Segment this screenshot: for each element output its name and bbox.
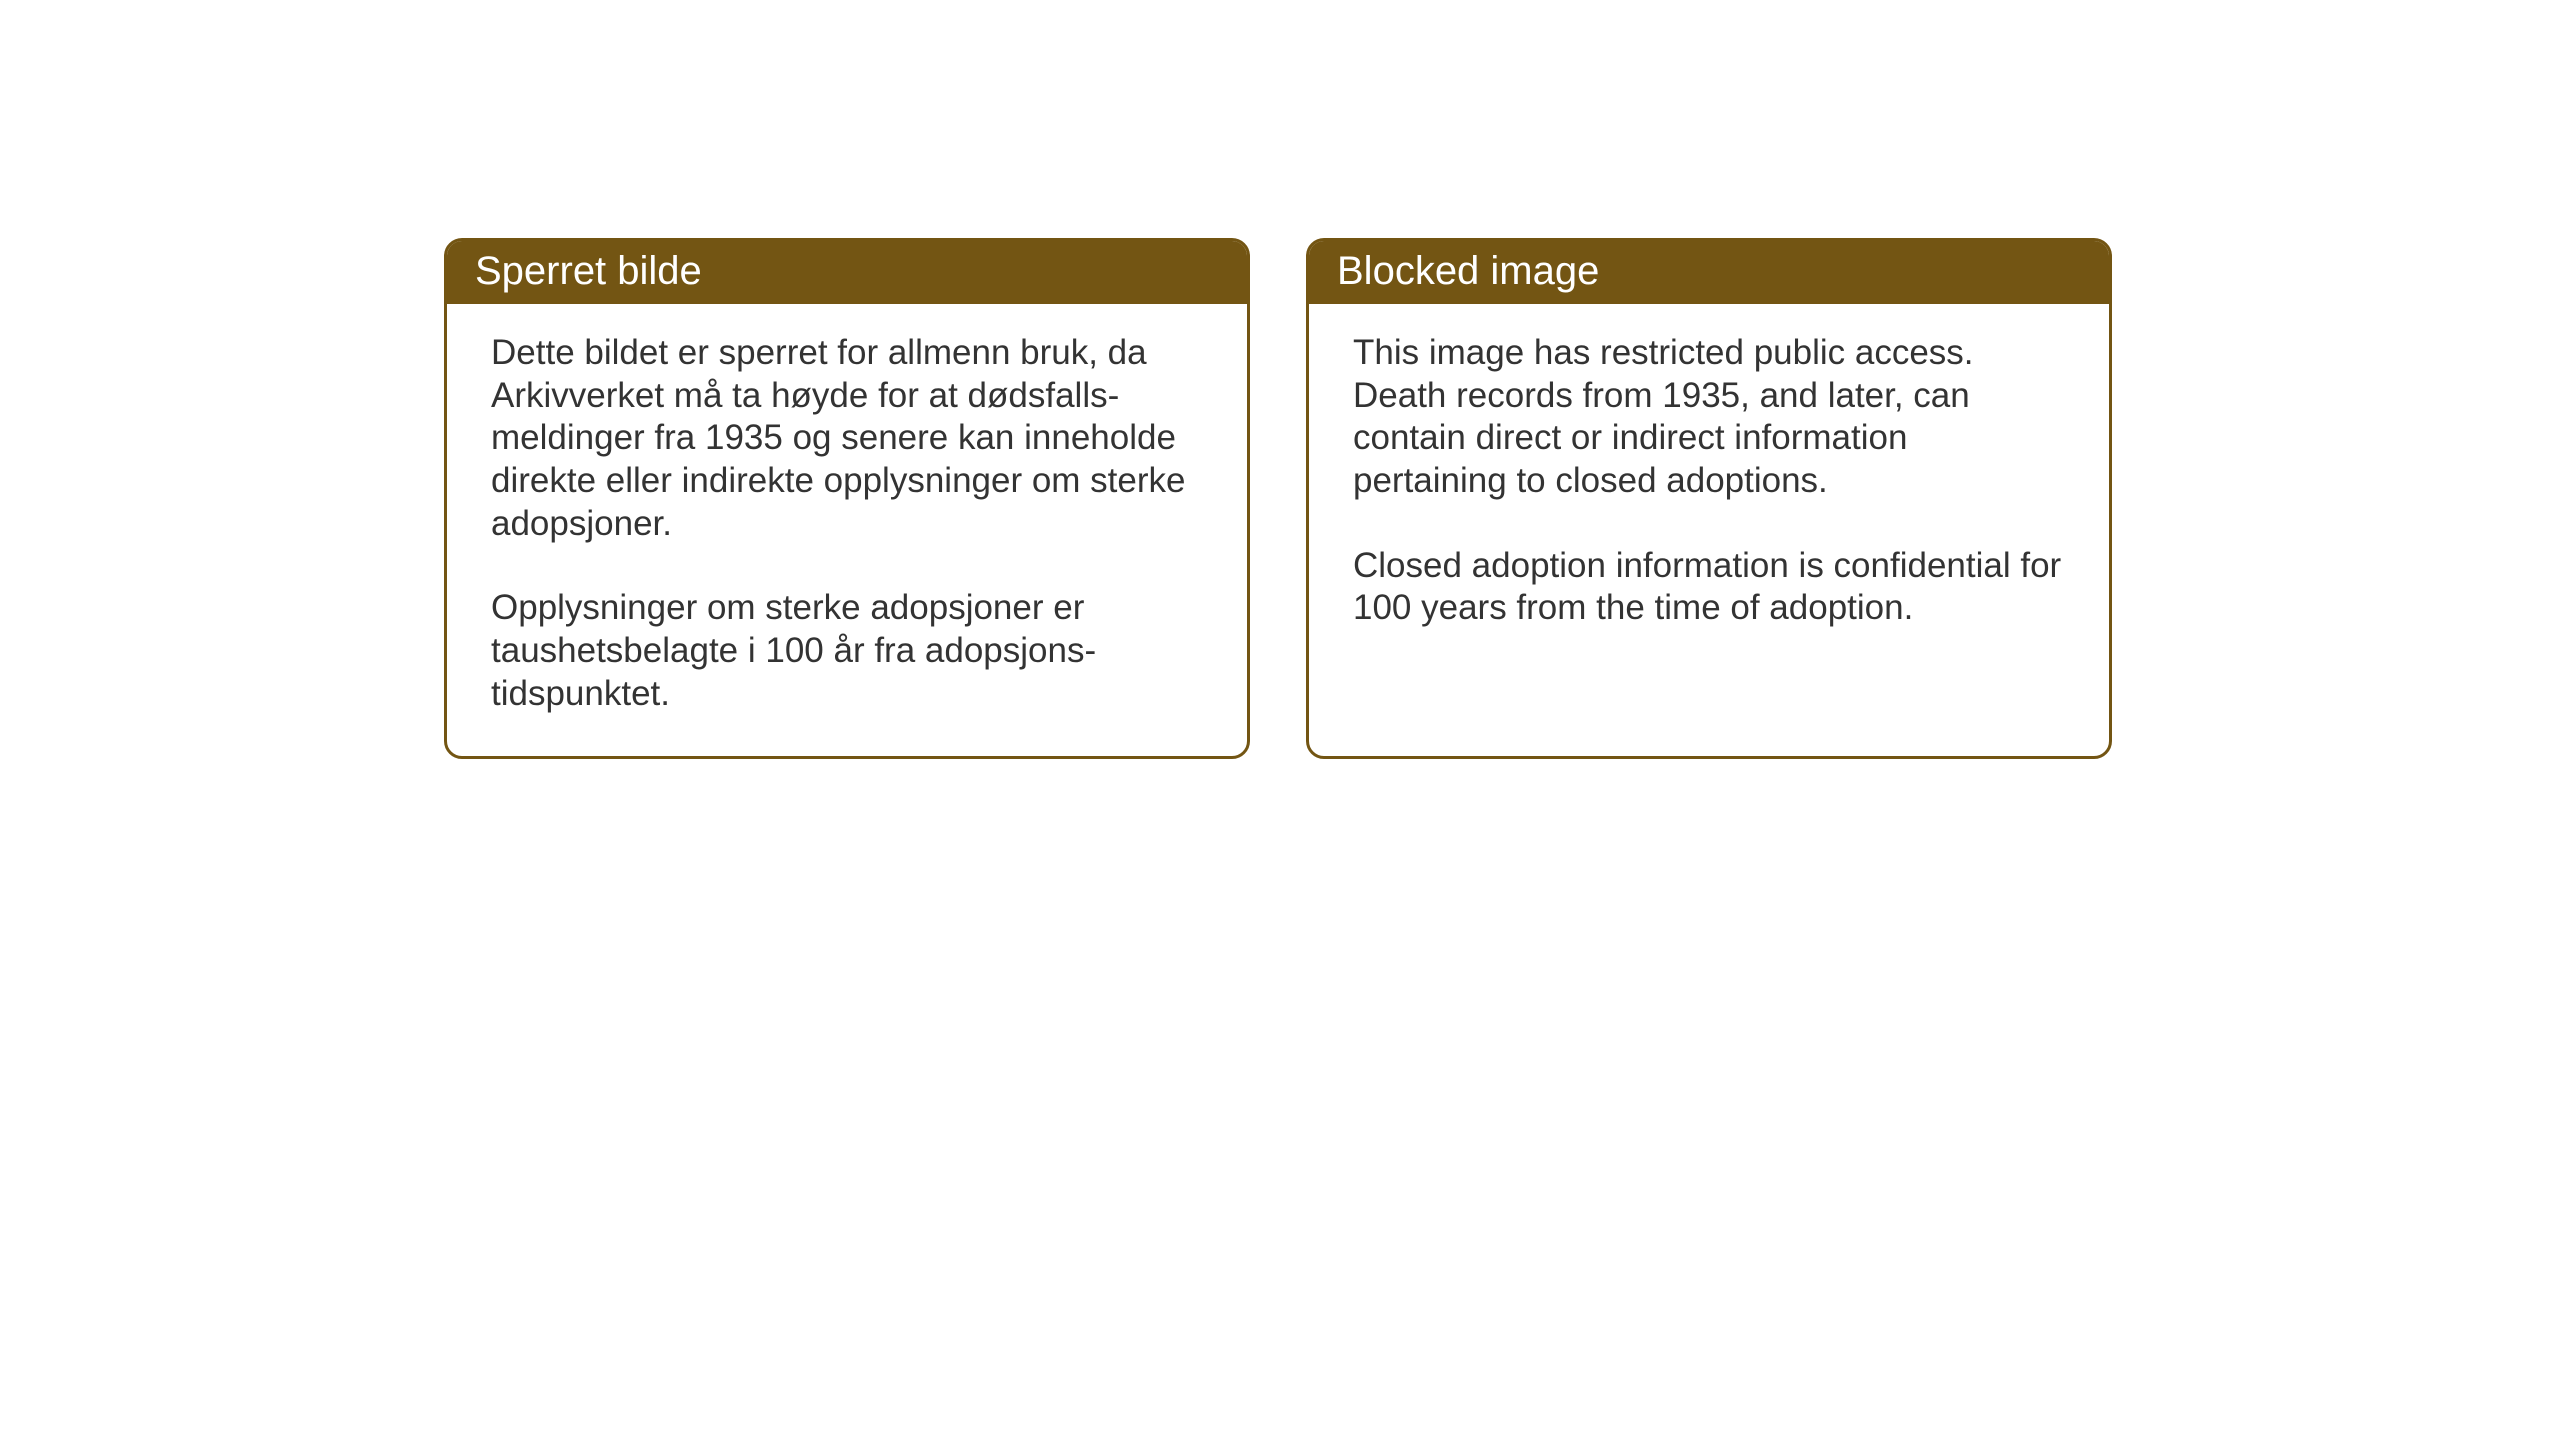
paragraph-2-english: Closed adoption information is confident… [1353,545,2065,630]
card-body-english: This image has restricted public access.… [1309,304,2109,718]
notice-card-norwegian: Sperret bilde Dette bildet er sperret fo… [444,238,1250,759]
paragraph-2-norwegian: Opplysninger om sterke adopsjoner er tau… [491,587,1203,715]
card-header-norwegian: Sperret bilde [447,241,1247,304]
card-title-english: Blocked image [1337,249,1599,293]
card-title-norwegian: Sperret bilde [475,249,702,293]
notice-container: Sperret bilde Dette bildet er sperret fo… [444,238,2112,759]
notice-card-english: Blocked image This image has restricted … [1306,238,2112,759]
card-header-english: Blocked image [1309,241,2109,304]
card-body-norwegian: Dette bildet er sperret for allmenn bruk… [447,304,1247,756]
paragraph-1-norwegian: Dette bildet er sperret for allmenn bruk… [491,332,1203,545]
paragraph-1-english: This image has restricted public access.… [1353,332,2065,503]
